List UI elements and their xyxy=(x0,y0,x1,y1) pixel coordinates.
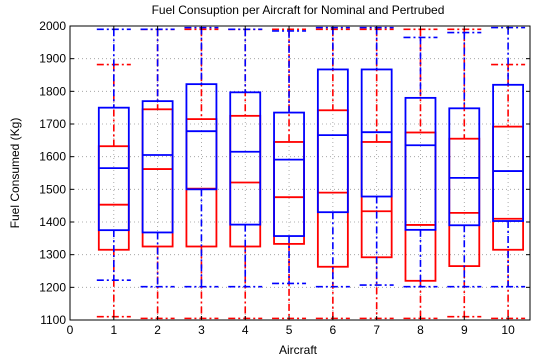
axis-ticks: 0 1 2 3 4 5 6 7 8 9 10 1100 1200 1300 1400 1500 1600 1700… xyxy=(39,19,530,337)
x-tick-label: 10 xyxy=(501,323,515,337)
box-aircraft-4 xyxy=(228,28,263,288)
box-aircraft-5 xyxy=(272,30,307,285)
box-aircraft-7 xyxy=(359,26,394,286)
box-iqr xyxy=(141,100,174,234)
y-tick-label: 1300 xyxy=(39,248,66,262)
x-tick-label: 1 xyxy=(110,323,117,337)
x-tick-label: 3 xyxy=(198,323,205,337)
y-tick-label: 2000 xyxy=(39,19,66,33)
box-iqr xyxy=(448,107,481,227)
y-tick-label: 1500 xyxy=(39,182,66,196)
x-tick-label: 4 xyxy=(242,323,249,337)
box-iqr xyxy=(273,141,305,245)
x-tick-label: 8 xyxy=(417,323,424,337)
y-tick-label: 1100 xyxy=(40,313,66,327)
box-iqr xyxy=(316,68,349,214)
y-tick-label: 1200 xyxy=(39,280,66,294)
x-tick-label: 9 xyxy=(461,323,468,337)
x-tick-label: 5 xyxy=(286,323,293,337)
x-axis-label: Aircraft xyxy=(279,343,318,357)
box-aircraft-1 xyxy=(96,28,131,281)
x-tick-label: 2 xyxy=(154,323,161,337)
plot-frame xyxy=(69,25,531,321)
x-tick-label: 6 xyxy=(330,323,337,337)
box-series-2 xyxy=(96,26,526,288)
box-aircraft-2 xyxy=(140,28,175,288)
y-tick-label: 1400 xyxy=(39,215,66,229)
grid-lines xyxy=(70,26,530,320)
chart-title: Fuel Consuption per Aircraft for Nominal… xyxy=(152,3,445,17)
box-iqr xyxy=(492,83,524,222)
box-iqr xyxy=(229,91,262,226)
box-iqr xyxy=(185,83,218,191)
box-aircraft-2 xyxy=(140,28,175,320)
y-tick-label: 1900 xyxy=(39,52,66,66)
box-series-1 xyxy=(96,28,526,320)
box-iqr xyxy=(404,96,437,231)
y-axis-label: Fuel Consumed (Kg) xyxy=(8,118,22,229)
y-tick-label: 1800 xyxy=(39,84,66,98)
x-tick-label: 7 xyxy=(373,323,380,337)
y-tick-label: 1700 xyxy=(39,117,66,131)
box-iqr xyxy=(141,108,174,248)
y-tick-label: 1600 xyxy=(39,150,66,164)
box-aircraft-9 xyxy=(447,31,482,288)
box-series xyxy=(96,26,526,320)
box-aircraft-10 xyxy=(491,26,526,288)
box-iqr xyxy=(273,111,305,237)
x-tick-label: 0 xyxy=(67,323,74,337)
box-aircraft-8 xyxy=(403,36,438,288)
